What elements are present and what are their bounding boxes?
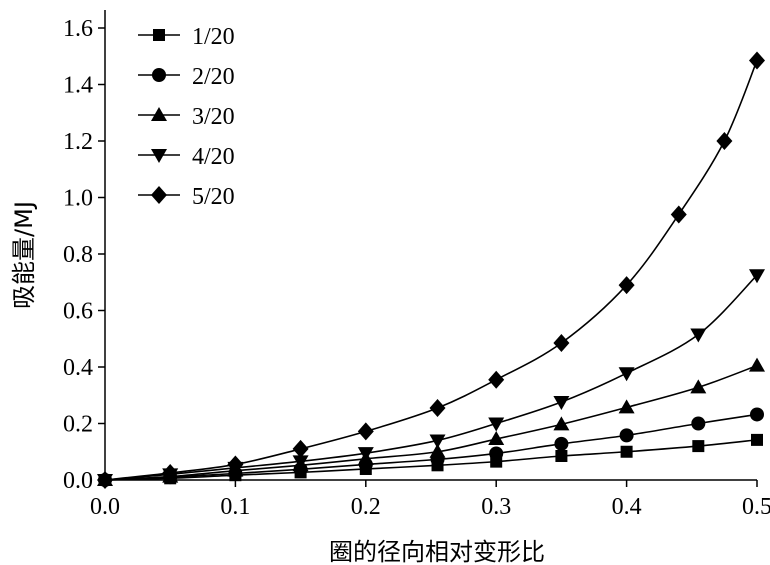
legend-label: 3/20 bbox=[192, 104, 235, 130]
data-point bbox=[618, 399, 635, 414]
legend: 1/20 2/20 3/20 4/20 5/20 bbox=[138, 24, 235, 210]
y-tick-label: 0.2 bbox=[63, 412, 93, 438]
legend-marker bbox=[151, 107, 167, 121]
series-layer bbox=[97, 51, 765, 489]
data-point bbox=[751, 433, 763, 446]
data-point bbox=[749, 269, 765, 284]
y-tick-label: 0.0 bbox=[63, 468, 93, 494]
y-tick-label: 1.0 bbox=[63, 186, 93, 212]
data-point bbox=[618, 276, 635, 295]
data-point bbox=[618, 367, 635, 382]
y-tick-label: 1.6 bbox=[63, 16, 93, 42]
data-point bbox=[488, 431, 505, 446]
data-point bbox=[292, 439, 309, 458]
x-axis-title: 圈的径向相对变形比 bbox=[329, 538, 545, 565]
y-tick-label: 0.8 bbox=[63, 242, 93, 268]
data-point bbox=[670, 205, 687, 224]
data-point bbox=[749, 51, 765, 70]
x-tick-label: 0.3 bbox=[481, 494, 511, 520]
data-point bbox=[555, 449, 568, 462]
legend-entry: 3/20 bbox=[138, 104, 235, 130]
data-point bbox=[488, 370, 505, 389]
data-point bbox=[227, 455, 244, 474]
data-point bbox=[553, 333, 570, 352]
legend-label: 1/20 bbox=[192, 24, 235, 50]
data-point bbox=[489, 446, 504, 461]
data-point bbox=[357, 422, 374, 441]
data-point bbox=[162, 463, 179, 482]
y-tick-label: 1.4 bbox=[63, 73, 93, 99]
legend-entry: 5/20 bbox=[138, 184, 235, 210]
x-tick-label: 0.2 bbox=[351, 494, 381, 520]
data-point bbox=[690, 328, 707, 343]
data-point bbox=[429, 398, 446, 417]
x-tick-label: 0.5 bbox=[742, 494, 770, 520]
legend-entry: 1/20 bbox=[138, 24, 235, 50]
data-point bbox=[553, 416, 570, 431]
data-point bbox=[716, 132, 733, 150]
data-point bbox=[292, 455, 309, 470]
data-point bbox=[619, 428, 634, 443]
legend-marker bbox=[152, 68, 166, 82]
data-point bbox=[357, 447, 374, 462]
series-2 bbox=[98, 407, 764, 487]
y-tick-label: 0.6 bbox=[63, 299, 93, 325]
y-tick-label: 1.2 bbox=[63, 129, 93, 155]
data-point bbox=[488, 417, 505, 432]
y-tick-label: 0.4 bbox=[63, 355, 93, 381]
axes: 0.0 0.1 0.2 0.3 0.4 0.5 0.0 0.2 0.4 0.6 0.8 1.0 1.2 1… bbox=[63, 10, 770, 520]
data-point bbox=[554, 436, 569, 451]
series-line bbox=[104, 413, 758, 481]
legend-marker bbox=[151, 186, 167, 204]
x-tick-label: 0.4 bbox=[612, 494, 642, 520]
data-point bbox=[429, 443, 446, 458]
legend-entry: 4/20 bbox=[138, 144, 235, 170]
data-point bbox=[690, 379, 707, 394]
series-5 bbox=[97, 51, 765, 489]
legend-label: 5/20 bbox=[192, 184, 235, 210]
legend-label: 4/20 bbox=[192, 144, 235, 170]
data-point bbox=[691, 416, 706, 431]
data-point bbox=[749, 357, 765, 372]
data-point bbox=[429, 434, 446, 449]
data-point bbox=[553, 396, 570, 411]
data-point bbox=[620, 445, 633, 458]
y-axis-title: 吸能量/MJ bbox=[10, 201, 38, 309]
data-point bbox=[97, 471, 113, 489]
legend-marker bbox=[151, 149, 167, 163]
legend-entry: 2/20 bbox=[138, 64, 235, 90]
legend-label: 2/20 bbox=[192, 64, 235, 90]
x-tick-label: 0.0 bbox=[90, 494, 120, 520]
data-point bbox=[692, 440, 705, 453]
x-tick-label: 0.1 bbox=[220, 494, 250, 520]
legend-marker bbox=[153, 29, 165, 41]
series-3 bbox=[97, 357, 765, 486]
series-line bbox=[104, 364, 758, 481]
data-point bbox=[750, 407, 764, 422]
